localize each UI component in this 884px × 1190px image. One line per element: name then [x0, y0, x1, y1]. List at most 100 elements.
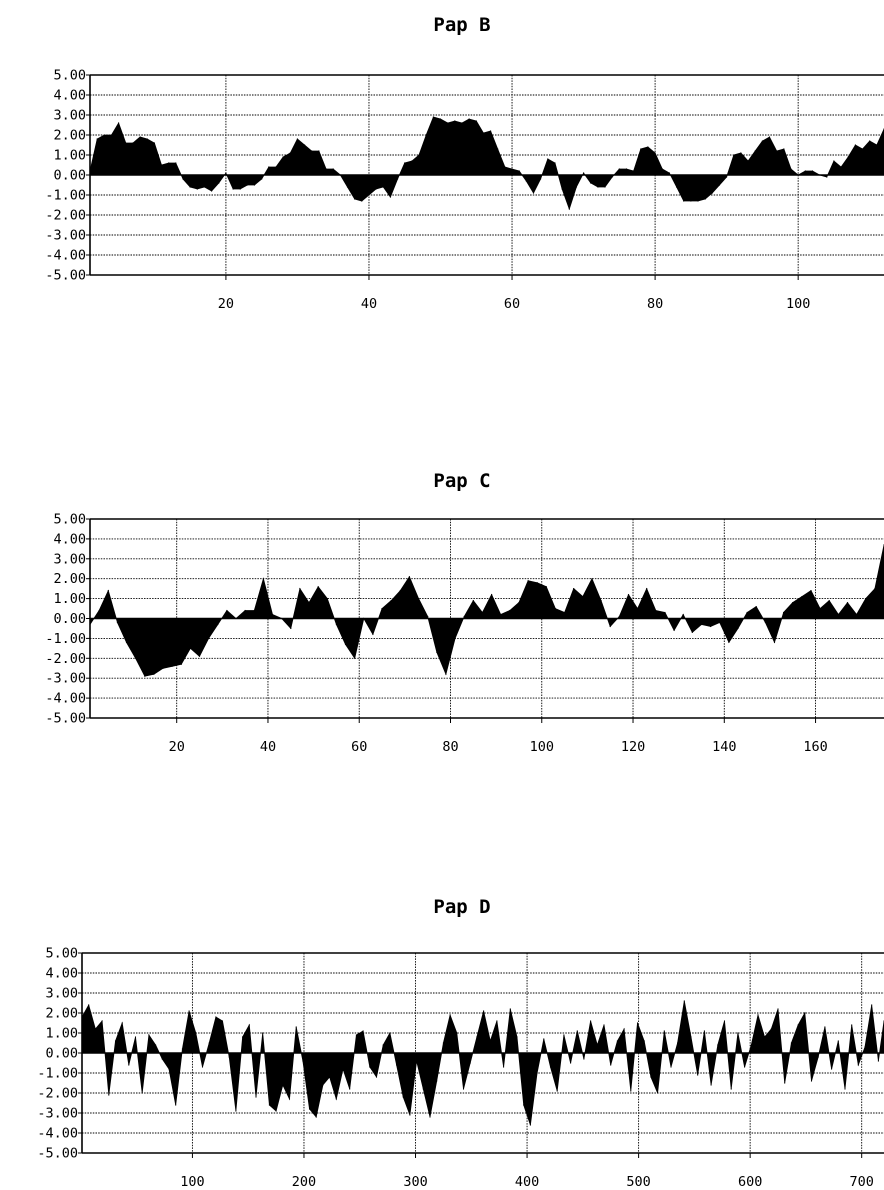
pap-d-panel: Pap D 5.00 4.00 3.00 2.00 1.00 0.00 -1.00 -2.00… — [0, 890, 884, 1190]
data-point — [454, 637, 456, 639]
data-point — [168, 162, 170, 164]
data-point — [454, 120, 456, 122]
data-point — [235, 617, 237, 620]
y-tick-label: 3.00 — [45, 986, 78, 1002]
data-point — [757, 1014, 759, 1016]
data-point — [861, 148, 864, 150]
data-point — [733, 154, 735, 156]
data-point — [246, 184, 248, 186]
data-point — [869, 140, 871, 142]
data-point — [248, 1024, 250, 1026]
data-point — [690, 1036, 692, 1038]
data-point — [175, 1104, 177, 1106]
data-point — [582, 596, 584, 598]
y-tick-label: -2.00 — [45, 651, 86, 667]
data-point — [146, 138, 148, 140]
data-point — [362, 1030, 364, 1032]
data-point — [640, 148, 642, 150]
y-tick-label: -2.00 — [37, 1086, 78, 1102]
data-point — [390, 600, 392, 602]
y-tick-label: 5.00 — [53, 68, 86, 84]
data-point — [556, 1090, 558, 1092]
x-tick-label: 40 — [361, 296, 377, 312]
pap-b-chart: 5.00 4.00 3.00 2.00 1.00 0.00 -1.00 -2.00 -3.00 -… — [45, 68, 884, 312]
data-point — [271, 613, 274, 616]
data-point — [125, 641, 128, 643]
y-tick-label: 5.00 — [45, 946, 78, 962]
data-point — [764, 1036, 766, 1038]
data-point — [618, 168, 620, 170]
data-point — [703, 1030, 706, 1032]
data-point — [755, 606, 757, 608]
x-tick-label: 120 — [621, 739, 645, 755]
data-point — [101, 1020, 103, 1022]
y-tick-label: 3.00 — [53, 108, 86, 124]
data-point — [189, 647, 191, 649]
data-point — [871, 1004, 873, 1006]
data-point — [262, 578, 264, 580]
data-point — [776, 150, 778, 152]
data-point — [436, 1080, 438, 1082]
data-point — [304, 144, 306, 146]
data-point — [445, 673, 447, 675]
data-point — [874, 588, 876, 590]
data-point — [792, 602, 794, 604]
data-point — [750, 1044, 752, 1046]
data-point — [161, 1058, 163, 1060]
pap-c-panel: Pap C 5.00 4.00 3.00 2.00 1.00 0.00 -1.00 -2.00… — [0, 460, 884, 780]
data-point — [777, 1008, 779, 1010]
x-tick-label: 100 — [786, 296, 810, 312]
data-point — [239, 188, 241, 190]
data-point — [335, 623, 337, 626]
data-point — [302, 1060, 304, 1062]
data-point — [826, 176, 828, 178]
data-point — [108, 1094, 110, 1096]
data-point — [726, 176, 728, 178]
data-point — [242, 1036, 244, 1038]
data-point — [597, 186, 599, 188]
x-tick-label: 100 — [530, 739, 554, 755]
pap-b-panel: Pap B 5.00 4.00 3.00 2.00 1.00 0.00 -1.00 -2.00… — [0, 0, 884, 320]
data-point — [208, 1042, 210, 1044]
data-point — [663, 1030, 665, 1032]
x-tick-label: 80 — [442, 739, 458, 755]
data-point — [218, 182, 220, 184]
x-tick-label: 20 — [218, 296, 234, 312]
data-point — [670, 1066, 672, 1068]
data-point — [481, 611, 483, 614]
data-point — [217, 623, 219, 626]
data-point — [369, 1066, 371, 1068]
data-point — [476, 1036, 478, 1038]
data-point — [570, 1062, 572, 1064]
data-point — [747, 160, 749, 162]
data-point — [203, 186, 206, 188]
data-point — [139, 136, 141, 138]
y-tick-label: -4.00 — [45, 248, 86, 264]
data-point — [329, 1076, 331, 1078]
data-point — [418, 154, 420, 156]
data-point — [590, 182, 592, 184]
data-point — [290, 627, 292, 629]
pap-c-chart: 5.00 4.00 3.00 2.00 1.00 0.00 -1.00 -2.00 -3.00 -… — [45, 512, 884, 755]
data-point — [797, 1024, 799, 1026]
data-point — [354, 657, 356, 659]
data-point — [181, 1048, 183, 1050]
data-point — [564, 611, 566, 614]
data-point — [346, 186, 349, 188]
data-point — [511, 168, 513, 170]
data-point — [335, 1098, 337, 1100]
data-point — [308, 1108, 311, 1110]
data-point — [232, 188, 234, 190]
data-point — [527, 580, 529, 582]
y-tick-label: 2.00 — [45, 1006, 78, 1022]
y-tick-label: -3.00 — [45, 228, 86, 244]
data-point — [718, 184, 721, 186]
data-point — [673, 629, 675, 631]
data-point — [682, 613, 684, 616]
data-point — [797, 174, 799, 176]
data-point — [532, 192, 535, 194]
data-point — [730, 1088, 732, 1090]
data-point — [576, 1030, 578, 1032]
data-point — [504, 166, 506, 168]
data-point — [500, 613, 502, 616]
